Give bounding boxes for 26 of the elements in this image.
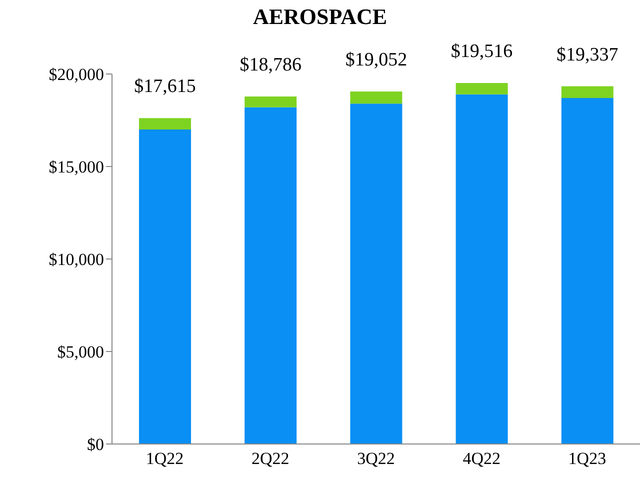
x-tick-label: 4Q22: [462, 449, 500, 468]
bar: [456, 94, 508, 444]
y-tick-label: $15,000: [48, 158, 104, 177]
y-tick-label: $10,000: [48, 250, 104, 270]
bar: [139, 130, 191, 444]
total-label: $19,337: [556, 44, 618, 66]
y-tick-label: $5,000: [57, 342, 104, 362]
chart-title: AEROSPACE: [252, 4, 388, 30]
bar: [561, 86, 614, 98]
bar: [244, 96, 297, 108]
total-label: $19,052: [345, 50, 408, 71]
total-label: $19,516: [450, 40, 513, 62]
bar: [139, 118, 191, 130]
y-tick-label: $20,000: [48, 65, 104, 84]
bar: [350, 92, 402, 104]
bar: [350, 104, 402, 444]
x-tick-label: 2Q22: [252, 449, 290, 468]
bar: [456, 82, 508, 94]
x-tick-label: 3Q22: [357, 449, 395, 468]
bar: [244, 107, 297, 444]
x-tick-label: 1Q23: [568, 449, 606, 468]
total-label: $18,786: [240, 54, 302, 76]
x-tick-label: 1Q22: [146, 449, 184, 468]
total-label: $17,615: [134, 76, 196, 98]
y-tick-label: $0: [87, 435, 104, 454]
bar: [561, 98, 614, 444]
